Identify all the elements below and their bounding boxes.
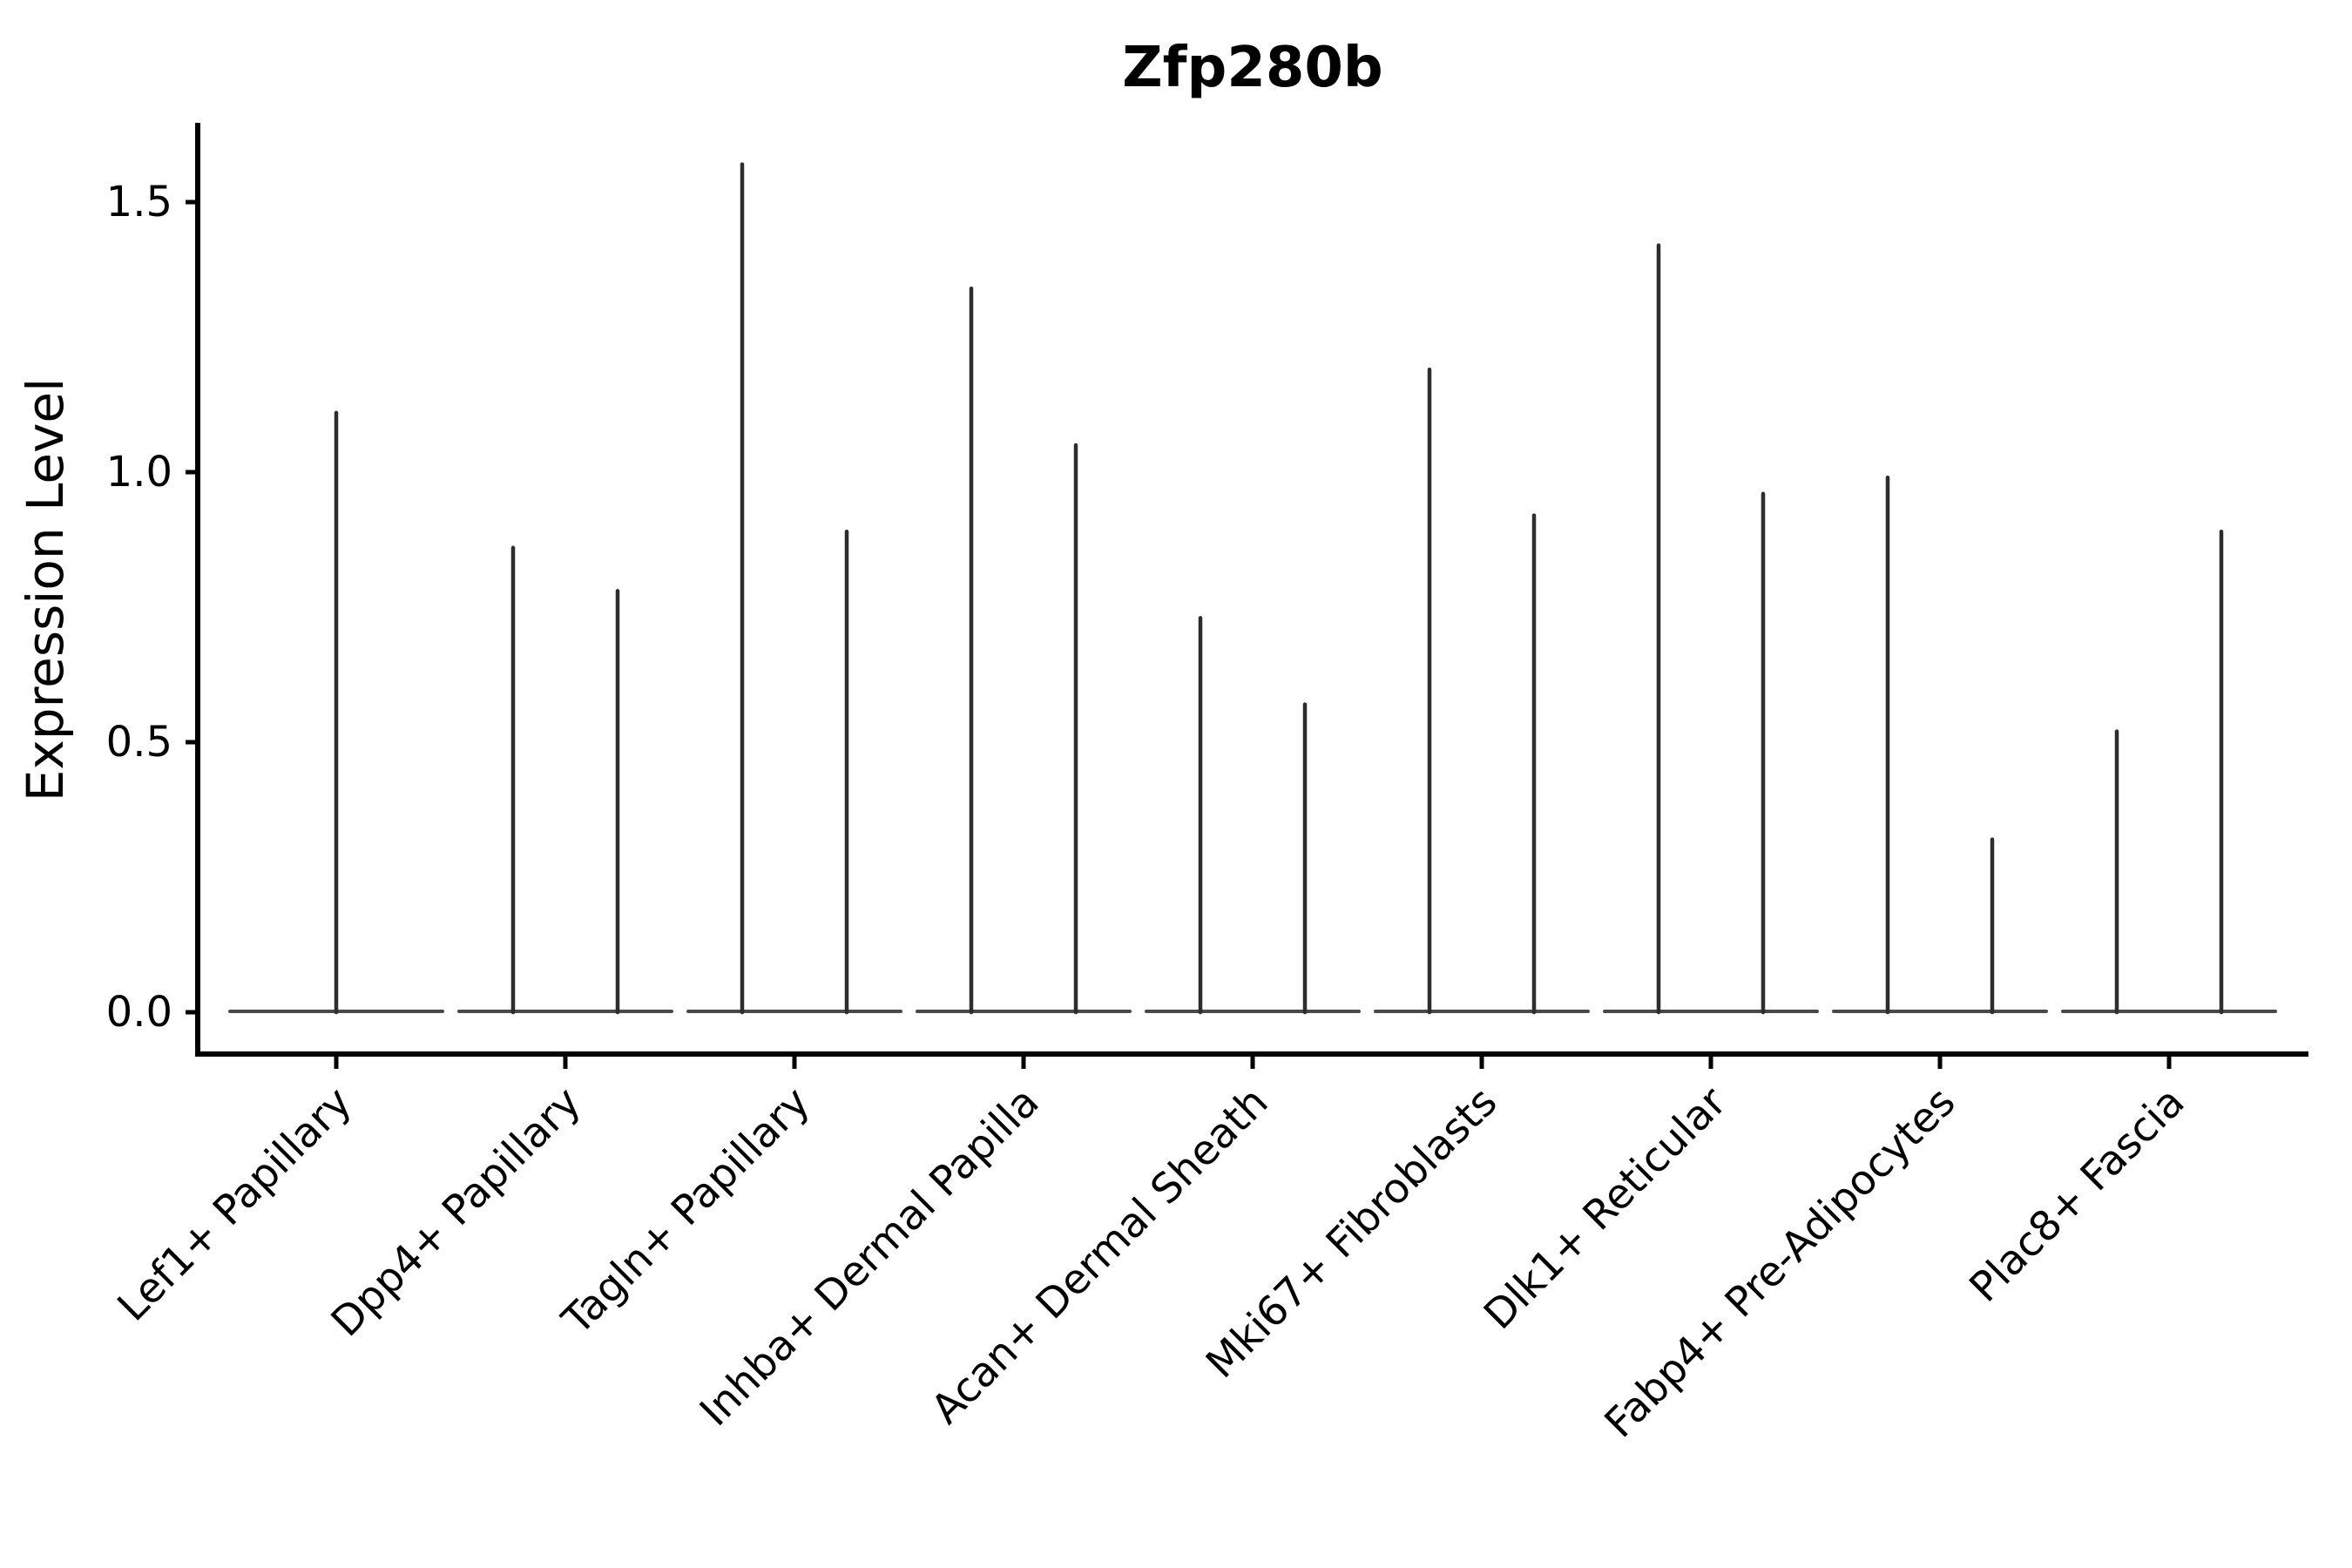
y-tick-label: 1.5 (106, 178, 172, 226)
violin-series (228, 162, 2277, 1015)
y-tick-label: 0.0 (106, 988, 172, 1037)
chart-title: Zfp280b (1122, 36, 1382, 100)
x-tick-label: Dlk1+ Reticular (1475, 1078, 1736, 1339)
x-tick-label: Lef1+ Papillary (109, 1078, 362, 1331)
x-tick-label: Plac8+ Fascia (1961, 1078, 2194, 1312)
y-axis-label: Expression Level (16, 378, 75, 801)
x-axis-ticks (334, 1057, 2172, 1069)
y-tick-label: 1.0 (106, 448, 172, 497)
x-tick-label: Dpp4+ Papillary (322, 1078, 591, 1347)
y-tick-label: 0.5 (106, 718, 172, 767)
x-tick-label: Tagln+ Papillary (553, 1078, 820, 1345)
y-axis-ticks: 0.0 0.5 1.0 1.5 (106, 178, 198, 1037)
